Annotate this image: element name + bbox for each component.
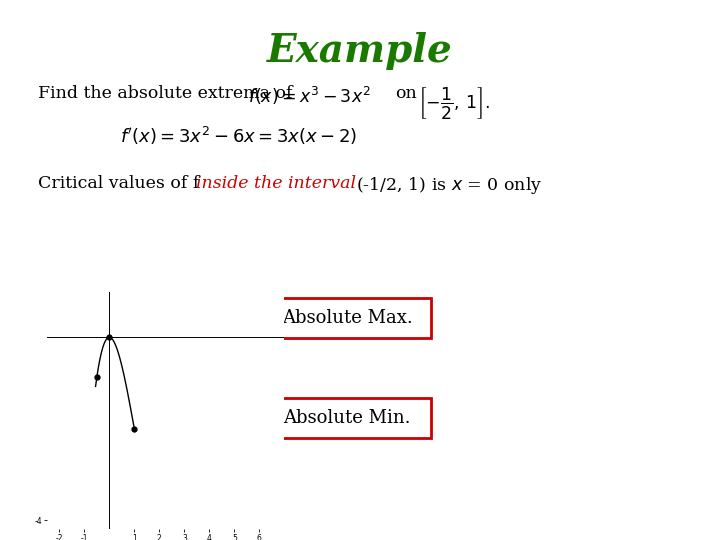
FancyBboxPatch shape — [263, 298, 431, 338]
Text: on: on — [395, 85, 417, 102]
Text: $f'(x) = 3x^2 - 6x = 3x(x-2)$: $f'(x) = 3x^2 - 6x = 3x(x-2)$ — [120, 125, 357, 147]
Text: Critical values of f: Critical values of f — [38, 175, 199, 192]
Text: Absolute Min.: Absolute Min. — [283, 409, 410, 427]
Text: $f(x) = x^3 - 3x^2$: $f(x) = x^3 - 3x^2$ — [248, 85, 371, 107]
FancyBboxPatch shape — [263, 398, 431, 438]
Text: inside the interval: inside the interval — [196, 175, 356, 192]
Text: Find the absolute extrema of: Find the absolute extrema of — [38, 85, 292, 102]
Text: Absolute Max.: Absolute Max. — [282, 309, 413, 327]
Text: $\left[-\dfrac{1}{2},\,1\right].$: $\left[-\dfrac{1}{2},\,1\right].$ — [418, 85, 490, 121]
Text: Example: Example — [267, 32, 453, 70]
Text: (-1/2, 1) is $x$ = 0 only: (-1/2, 1) is $x$ = 0 only — [356, 175, 542, 196]
